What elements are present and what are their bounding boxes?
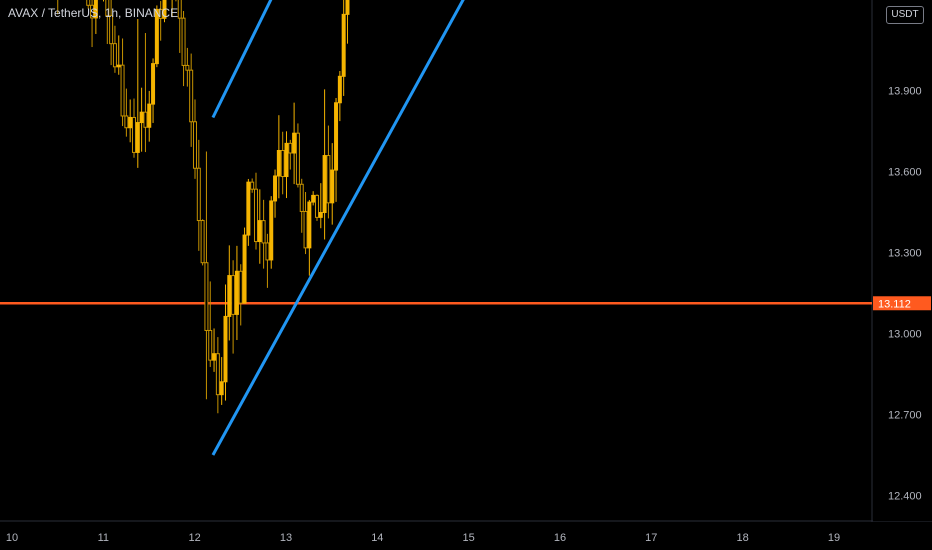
candle-body [280,150,285,178]
time-tick-label: 19 [828,532,840,544]
price-tick-label: 13.300 [888,248,922,260]
candle-body [131,116,136,153]
candle-body [288,142,293,154]
candle-body [215,353,220,396]
candle-body [227,275,232,317]
candle-body [154,8,159,65]
candle-body [185,64,190,71]
candle-body [189,69,194,123]
candle-body [303,210,308,249]
candle-body [330,169,335,204]
candle-body [162,0,167,19]
candle-body [238,270,243,304]
level-price-tag [873,296,931,311]
candle-body [337,75,342,104]
candle-body [86,0,91,6]
candle-body [200,220,205,264]
candle-body [299,183,304,212]
candle-body [345,0,350,15]
candle-body [295,132,300,185]
candle-body [276,150,281,177]
time-axis[interactable] [0,522,932,550]
candle-body [261,220,266,244]
candle-body [116,64,121,68]
candle-body [120,64,125,117]
candle-body [265,242,270,261]
candle-body [311,194,316,203]
time-tick-label: 18 [737,532,749,544]
candle-body [292,132,297,154]
candle-body [109,15,114,45]
candle-body [257,220,262,243]
candle-body [93,0,98,19]
candle-body [143,111,148,128]
price-tick-label: 13.900 [888,86,922,98]
candle-body [105,0,110,17]
candle-body [196,167,201,222]
currency-badge[interactable]: USDT [886,6,924,24]
candle-body [158,8,163,19]
candle-body [223,315,228,383]
candle-body [253,188,258,243]
candle-body [219,381,224,396]
candle-body [192,121,197,169]
candle-body [204,262,209,331]
candle-body [269,200,274,261]
price-tick-label: 12.400 [888,491,922,503]
candle-body [273,175,278,202]
candle-body [147,103,152,128]
time-tick-label: 10 [6,532,18,544]
chart-title: AVAX / TetherUS, 1h, BINANCE [8,6,179,20]
candle-body [334,102,339,171]
candle-body [284,142,289,178]
candle-body [234,270,239,315]
candle-body [124,115,129,129]
time-tick-label: 15 [463,532,475,544]
candle-body [212,353,217,361]
candle-body [151,63,156,105]
price-tick-label: 13.000 [888,329,922,341]
candle-body [341,13,346,77]
candle-body [231,275,236,315]
candle-body [314,194,319,218]
candle-body [307,201,312,249]
price-axis[interactable] [873,0,932,521]
candle-body [246,181,251,236]
candle-body [326,155,331,204]
candle-body [139,111,144,124]
time-tick-label: 12 [189,532,201,544]
candle-body [250,181,255,190]
price-tick-label: 13.600 [888,167,922,179]
level-price-tag-label: 13.112 [878,298,911,310]
time-tick-label: 11 [98,532,109,544]
candle-body [322,155,327,214]
candle-body [318,212,323,218]
time-tick-label: 14 [371,532,383,544]
candle-body [90,4,95,19]
time-tick-label: 16 [554,532,566,544]
candle-body [208,329,213,361]
channel-lower-line[interactable] [211,0,629,456]
price-tick-label: 12.700 [888,410,922,422]
candle-body [128,116,133,129]
candle-body [242,234,247,304]
candle-body [112,43,117,68]
candle-body [135,122,140,153]
time-tick-label: 13 [280,532,292,544]
candle-body [181,17,186,66]
candle-body [177,0,182,19]
time-tick-label: 17 [645,532,657,544]
